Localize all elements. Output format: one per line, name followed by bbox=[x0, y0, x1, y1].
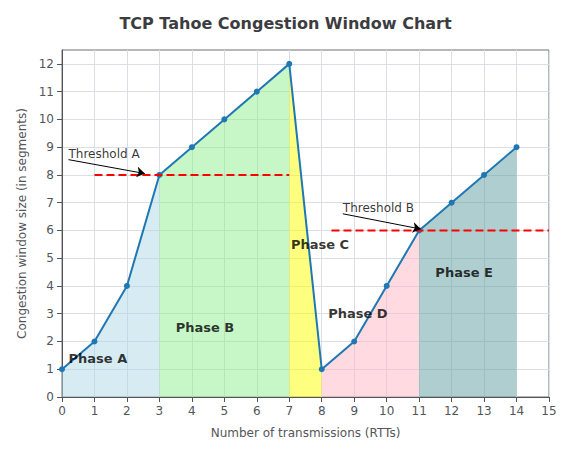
svg-text:6: 6 bbox=[253, 404, 261, 418]
svg-text:10: 10 bbox=[379, 404, 394, 418]
svg-text:8: 8 bbox=[46, 168, 54, 182]
svg-text:Phase B: Phase B bbox=[176, 320, 235, 335]
svg-text:0: 0 bbox=[46, 390, 54, 404]
svg-text:15: 15 bbox=[541, 404, 556, 418]
svg-text:7: 7 bbox=[46, 196, 54, 210]
svg-text:6: 6 bbox=[46, 223, 54, 237]
svg-text:7: 7 bbox=[285, 404, 293, 418]
svg-text:Threshold B: Threshold B bbox=[342, 201, 414, 215]
svg-text:3: 3 bbox=[156, 404, 164, 418]
svg-text:0: 0 bbox=[58, 404, 66, 418]
svg-text:8: 8 bbox=[318, 404, 326, 418]
svg-text:9: 9 bbox=[46, 140, 54, 154]
svg-text:TCP Tahoe Congestion Window Ch: TCP Tahoe Congestion Window Chart bbox=[119, 14, 452, 33]
svg-text:1: 1 bbox=[91, 404, 99, 418]
svg-text:11: 11 bbox=[411, 404, 426, 418]
svg-text:2: 2 bbox=[46, 334, 54, 348]
svg-text:Phase C: Phase C bbox=[291, 237, 349, 252]
svg-text:9: 9 bbox=[350, 404, 358, 418]
svg-text:4: 4 bbox=[188, 404, 196, 418]
svg-text:12: 12 bbox=[444, 404, 459, 418]
svg-text:14: 14 bbox=[509, 404, 524, 418]
svg-text:13: 13 bbox=[476, 404, 491, 418]
svg-text:Number of transmissions (RTTs): Number of transmissions (RTTs) bbox=[211, 426, 401, 440]
svg-text:Phase D: Phase D bbox=[328, 306, 388, 321]
svg-text:1: 1 bbox=[46, 362, 54, 376]
svg-text:4: 4 bbox=[46, 279, 54, 293]
svg-text:Phase E: Phase E bbox=[435, 265, 493, 280]
svg-text:11: 11 bbox=[39, 85, 54, 99]
svg-text:Threshold A: Threshold A bbox=[67, 147, 140, 161]
svg-text:Congestion window size (in seg: Congestion window size (in segments) bbox=[15, 108, 29, 339]
svg-text:10: 10 bbox=[39, 112, 54, 126]
svg-text:2: 2 bbox=[123, 404, 131, 418]
svg-text:3: 3 bbox=[46, 307, 54, 321]
svg-text:12: 12 bbox=[39, 57, 54, 71]
svg-text:Phase A: Phase A bbox=[68, 351, 127, 366]
svg-text:5: 5 bbox=[46, 251, 54, 265]
svg-text:5: 5 bbox=[221, 404, 229, 418]
